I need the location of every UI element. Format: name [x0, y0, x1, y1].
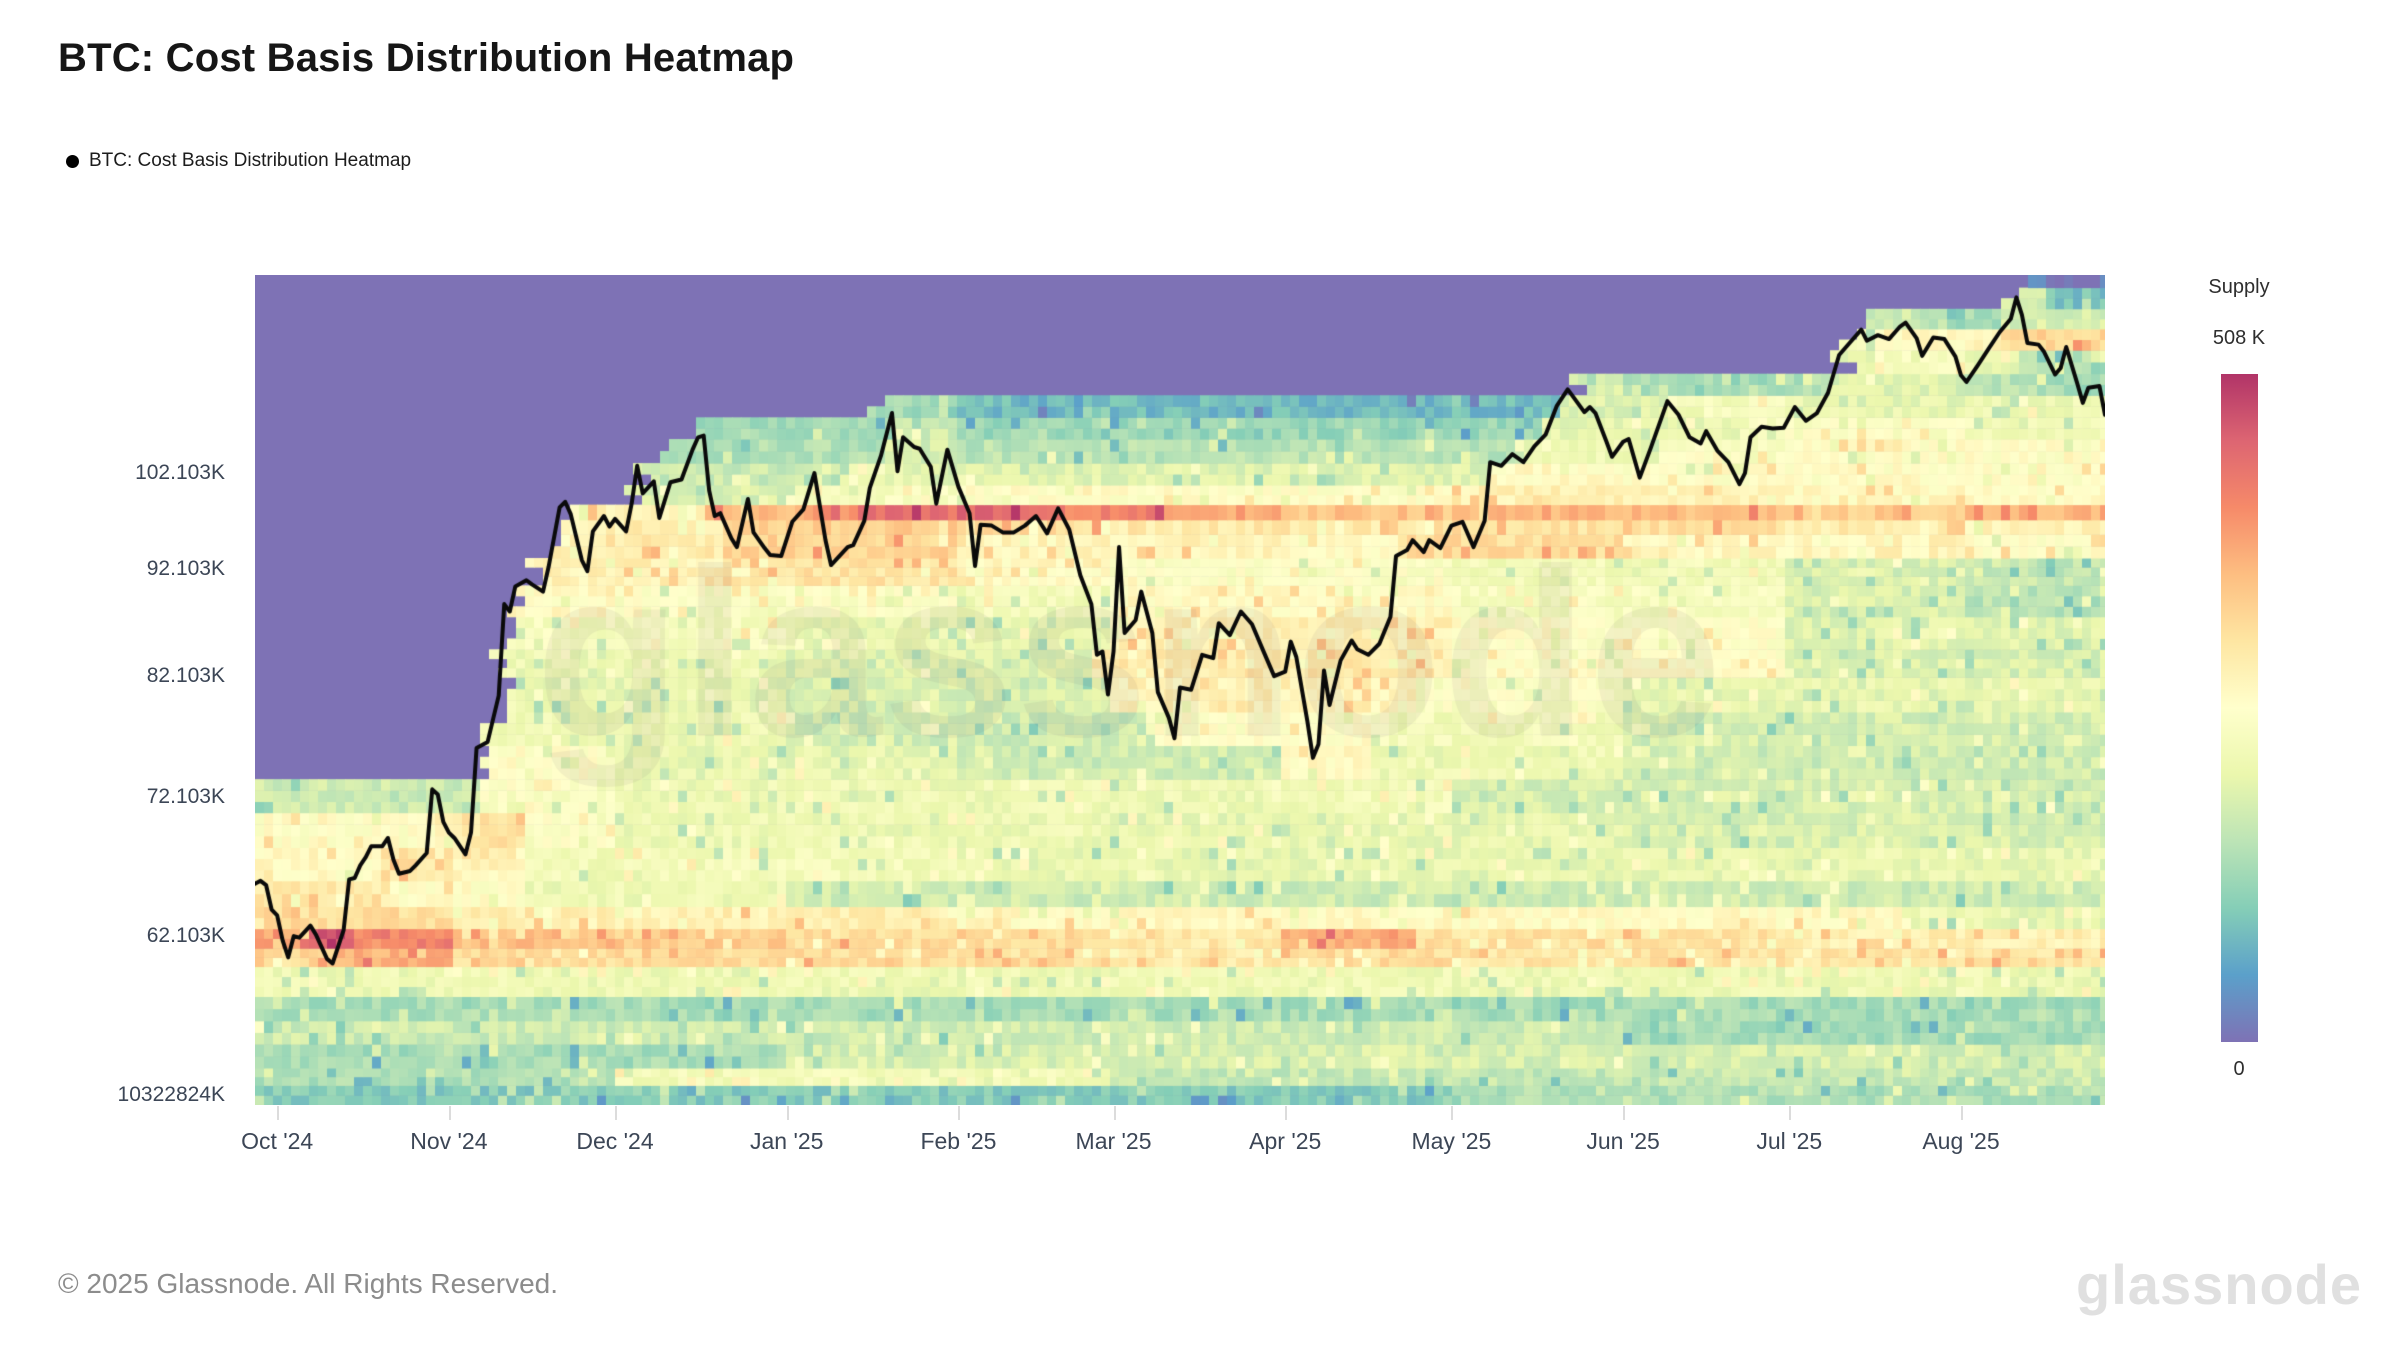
x-tick-mark [1789, 1106, 1792, 1120]
y-tick-label: 82.103K [146, 664, 225, 688]
x-tick-label: Feb '25 [920, 1128, 997, 1154]
x-tick-mark [958, 1106, 961, 1120]
x-tick-mark [786, 1106, 789, 1120]
y-tick-label: 10322824K [117, 1083, 225, 1107]
x-tick-label: Jan '25 [750, 1128, 824, 1154]
x-tick-mark [615, 1106, 618, 1120]
x-tick-label: Jul '25 [1756, 1128, 1823, 1154]
x-tick-label: Oct '24 [241, 1128, 314, 1154]
x-tick-label: Jun '25 [1586, 1128, 1660, 1154]
supply-colorbar [2221, 374, 2258, 1042]
colorbar-min-label: 0 [2233, 1058, 2245, 1080]
chart-plot-area[interactable] [255, 275, 2105, 1105]
colorbar-title: Supply [2208, 276, 2270, 298]
x-tick-label: Apr '25 [1249, 1128, 1322, 1154]
y-tick-label: 92.103K [146, 557, 225, 581]
legend-series-label: BTC: Cost Basis Distribution Heatmap [89, 150, 412, 171]
x-tick-label: May '25 [1411, 1128, 1492, 1154]
x-tick-mark [1451, 1106, 1454, 1120]
colorbar-max-label: 508 K [2212, 327, 2266, 349]
x-tick-label: Mar '25 [1075, 1128, 1152, 1154]
x-tick-mark [277, 1106, 280, 1120]
y-tick-label: 72.103K [146, 785, 225, 809]
x-tick-mark [1285, 1106, 1288, 1120]
glassnode-logo: glassnode [2076, 1253, 2362, 1316]
page-title: BTC: Cost Basis Distribution Heatmap [58, 36, 795, 80]
x-tick-mark [1113, 1106, 1116, 1120]
x-tick-mark [448, 1106, 451, 1120]
y-tick-label: 62.103K [146, 924, 225, 948]
x-tick-mark [1960, 1106, 1963, 1120]
y-tick-label: 102.103K [135, 461, 225, 485]
legend-series-dot-icon [66, 154, 79, 168]
legend-item-cost-basis-heatmap[interactable]: BTC: Cost Basis Distribution Heatmap [66, 150, 411, 172]
x-tick-label: Aug '25 [1922, 1128, 2000, 1154]
heatmap-canvas[interactable] [255, 275, 2105, 1105]
x-tick-mark [1623, 1106, 1626, 1120]
x-tick-label: Nov '24 [410, 1128, 488, 1154]
copyright-text: © 2025 Glassnode. All Rights Reserved. [58, 1268, 559, 1299]
x-tick-label: Dec '24 [576, 1128, 654, 1154]
